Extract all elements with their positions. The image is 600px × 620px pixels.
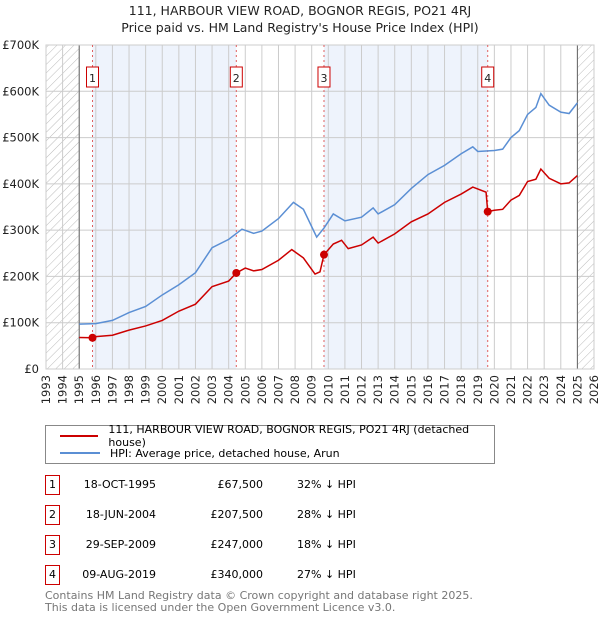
x-tick-label: 2002: [188, 375, 202, 404]
x-tick-label: 1997: [105, 375, 119, 404]
legend-label: 111, HARBOUR VIEW ROAD, BOGNOR REGIS, PO…: [108, 423, 470, 449]
property-price-line: [79, 167, 578, 339]
y-tick-label: £200K: [2, 269, 39, 283]
transaction-price: £207,500: [210, 508, 264, 521]
x-tick-label: 2017: [438, 375, 452, 404]
sale-label: 3: [320, 72, 327, 85]
transaction-number: 4: [45, 565, 60, 585]
shaded-period: [323, 45, 488, 369]
x-tick-label: 2010: [321, 375, 335, 404]
sale-point: [88, 333, 97, 342]
x-tick-label: 1994: [56, 375, 70, 404]
transaction-hpi-diff: 32% ↓ HPI: [297, 478, 356, 491]
transaction-date: 09-AUG-2019: [82, 568, 156, 581]
x-tick-label: 2022: [521, 375, 535, 404]
footer-copyright: Contains HM Land Registry data © Crown c…: [45, 589, 473, 602]
hatched-no-data: [577, 45, 594, 369]
y-tick-label: £300K: [2, 223, 39, 237]
sale-label-box: [85, 66, 99, 88]
sale-label-box: [481, 66, 495, 88]
sale-label: 2: [233, 72, 240, 85]
transaction-hpi-diff: 18% ↓ HPI: [297, 538, 356, 551]
sale-label-box: [317, 66, 331, 88]
y-tick-label: £100K: [2, 316, 39, 330]
transaction-price: £247,000: [210, 538, 264, 551]
x-tick-label: 2004: [222, 375, 236, 404]
y-tick-label: £500K: [2, 131, 39, 145]
transaction-number: 3: [45, 535, 60, 555]
chart-title: 111, HARBOUR VIEW ROAD, BOGNOR REGIS, PO…: [128, 3, 472, 18]
legend-label: HPI: Average price, detached house, Arun: [110, 446, 340, 460]
chart-subtitle: Price paid vs. HM Land Registry's House …: [121, 20, 479, 35]
x-tick-label: 2015: [404, 375, 418, 404]
transaction-date: 18-OCT-1995: [83, 478, 156, 491]
x-tick-label: 2013: [371, 375, 385, 404]
x-tick-label: 1993: [39, 375, 53, 404]
sale-label: 1: [89, 72, 96, 85]
x-tick-label: 1999: [139, 375, 153, 404]
legend-item-property: 111, HARBOUR VIEW ROAD, BOGNOR REGIS, PO…: [60, 423, 494, 449]
x-tick-label: 1998: [122, 375, 136, 404]
transaction-row: 4 09-AUG-2019 £340,000 27% ↓ HPI: [45, 565, 495, 585]
hpi-line: [79, 92, 578, 325]
transaction-row: 3 29-SEP-2009 £247,000 18% ↓ HPI: [45, 535, 495, 555]
x-tick-label: 2000: [155, 375, 169, 404]
transaction-price: £67,500: [217, 478, 264, 491]
x-tick-label: 1995: [72, 375, 86, 404]
transaction-number: 1: [45, 475, 60, 495]
sale-point: [483, 207, 492, 216]
transaction-price: £340,000: [210, 568, 264, 581]
x-tick-label: 2019: [471, 375, 485, 404]
plot-border: [45, 44, 595, 370]
x-tick-label: 2012: [355, 375, 369, 404]
y-tick-label: £700K: [2, 38, 39, 52]
transaction-row: 2 18-JUN-2004 £207,500 28% ↓ HPI: [45, 505, 495, 525]
price-chart: 1993 1994 1995 1996 1997 1998 1999 2000 2001 2002…: [2, 38, 600, 404]
x-tick-label: 2016: [421, 375, 435, 404]
x-tick-label: 2024: [554, 375, 568, 404]
x-tick-label: 2018: [454, 375, 468, 404]
transaction-number: 2: [45, 505, 60, 525]
x-tick-label: 2023: [537, 375, 551, 404]
x-tick-label: 2021: [504, 375, 518, 404]
transaction-date: 29-SEP-2009: [85, 538, 156, 551]
y-tick-label: £400K: [2, 177, 39, 191]
sale-point: [232, 268, 241, 277]
y-tick-label: £600K: [2, 84, 39, 98]
y-tick-label: £0: [24, 362, 39, 376]
transaction-hpi-diff: 27% ↓ HPI: [297, 568, 356, 581]
x-tick-label: 2003: [205, 375, 219, 404]
transaction-date: 18-JUN-2004: [85, 508, 156, 521]
x-tick-label: 2011: [338, 375, 352, 404]
x-tick-label: 2025: [570, 375, 584, 404]
x-tick-label: 2006: [255, 375, 269, 404]
x-tick-label: 2009: [305, 375, 319, 404]
x-tick-label: 2020: [487, 375, 501, 404]
x-tick-label: 2007: [271, 375, 285, 404]
footer-licence: This data is licensed under the Open Gov…: [45, 601, 396, 614]
x-tick-label: 2014: [388, 375, 402, 404]
sale-label: 4: [484, 72, 491, 85]
x-tick-label: 1996: [89, 375, 103, 404]
sale-label-box: [229, 66, 243, 88]
legend-item-hpi: HPI: Average price, detached house, Arun: [60, 444, 340, 462]
transaction-hpi-diff: 28% ↓ HPI: [297, 508, 356, 521]
x-tick-label: 2008: [288, 375, 302, 404]
x-tick-label: 2005: [238, 375, 252, 404]
sale-point: [319, 250, 328, 259]
x-tick-label: 2026: [587, 375, 600, 404]
x-tick-label: 2001: [172, 375, 186, 404]
transaction-row: 1 18-OCT-1995 £67,500 32% ↓ HPI: [45, 475, 495, 495]
legend: 111, HARBOUR VIEW ROAD, BOGNOR REGIS, PO…: [45, 423, 495, 464]
